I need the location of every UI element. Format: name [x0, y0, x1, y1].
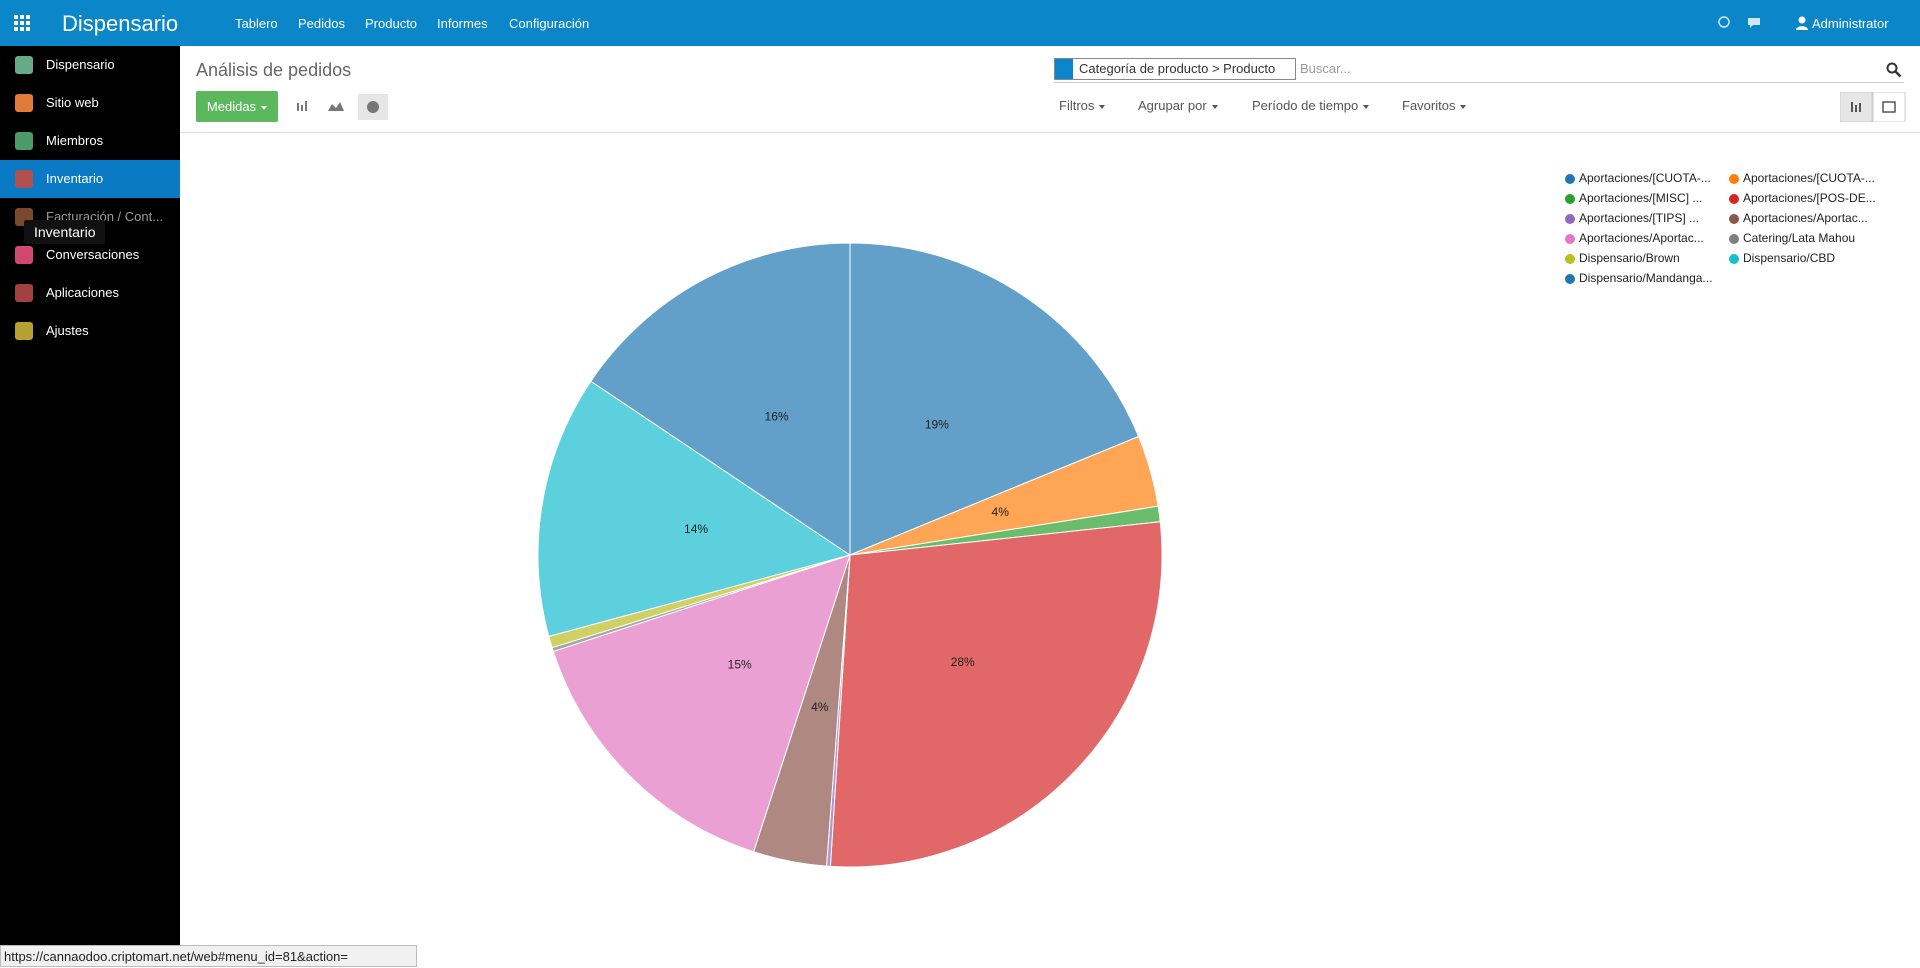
facet-label: Categoría de producto > Producto: [1079, 61, 1276, 76]
legend-label: Aportaciones/[MISC] ...: [1579, 191, 1702, 205]
app-label[interactable]: Dispensario: [46, 57, 115, 72]
pie-slice: [552, 554, 851, 853]
user-icon[interactable]: [1796, 16, 1808, 30]
brand[interactable]: Dispensario: [62, 11, 179, 36]
dropdown-label[interactable]: Favoritos: [1402, 98, 1456, 113]
legend-label: Aportaciones/[POS-DE...: [1743, 191, 1876, 205]
menu-item[interactable]: Pedidos: [298, 16, 345, 31]
dropdown-label[interactable]: Período de tiempo: [1252, 98, 1359, 113]
pie-slice: [829, 521, 1163, 868]
legend-swatch: [1729, 254, 1739, 264]
navbar: Dispensario Tablero Pedidos Producto Inf…: [0, 0, 1920, 46]
chart-type-buttons[interactable]: [288, 94, 388, 120]
legend-label: Aportaciones/[CUOTA-...: [1579, 171, 1711, 185]
search-bar[interactable]: Categoría de producto > Producto Buscar.…: [1054, 58, 1904, 83]
filter-dropdown[interactable]: Favoritos: [1402, 98, 1467, 113]
dropdown-label[interactable]: Filtros: [1059, 98, 1095, 113]
app-item[interactable]: Miembros: [0, 122, 180, 160]
menu-item[interactable]: Informes: [437, 16, 488, 31]
apps-icon[interactable]: [14, 15, 30, 31]
slice-label: 19%: [925, 418, 949, 432]
dropdown-label[interactable]: Agrupar por: [1138, 98, 1207, 113]
pie-slice: [537, 380, 852, 637]
app-item[interactable]: Dispensario: [0, 46, 180, 84]
pie-slice: [849, 242, 1140, 556]
app-item[interactable]: Aplicaciones: [0, 274, 180, 312]
pie-slice: [590, 242, 851, 556]
legend-label: Dispensario/Brown: [1579, 251, 1680, 265]
legend-swatch: [1565, 214, 1575, 224]
app-item[interactable]: Conversaciones: [0, 236, 180, 274]
app-label[interactable]: Sitio web: [46, 95, 99, 110]
slice-label: 15%: [728, 657, 752, 671]
control-panel: Análisis de pedidos Medidas Categoría de…: [180, 46, 1920, 133]
legend-label: Aportaciones/Aportac...: [1579, 231, 1704, 245]
legend-swatch: [1565, 254, 1575, 264]
app-label[interactable]: Miembros: [46, 133, 104, 148]
chart: 19% 4% 28% 4% 15% 14% 16% Aportaciones/[CUOTA-.…: [537, 171, 1876, 868]
menu-item[interactable]: Producto: [365, 16, 418, 31]
breadcrumb: Análisis de pedidos: [196, 60, 352, 80]
nav-icons[interactable]: [1718, 16, 1768, 30]
legend-swatch: [1729, 214, 1739, 224]
filter-dropdown[interactable]: Filtros: [1059, 98, 1106, 113]
sidebar: Dispensario Sitio web Miembros Inventari…: [0, 46, 180, 967]
legend-swatch: [1729, 174, 1739, 184]
slice-label: 16%: [765, 410, 789, 424]
button-label[interactable]: Medidas: [206, 99, 257, 114]
app-label[interactable]: Aplicaciones: [46, 285, 119, 300]
legend-swatch: [1729, 194, 1739, 204]
app-item[interactable]: Ajustes: [0, 312, 180, 350]
status-url: https://cannaodoo.criptomart.net/web#men…: [0, 945, 417, 967]
legend-swatch: [1565, 234, 1575, 244]
legend-label: Dispensario/Mandanga...: [1579, 271, 1712, 285]
app-item[interactable]: Inventario: [0, 160, 180, 198]
slice-label: 4%: [992, 505, 1010, 519]
app-label[interactable]: Conversaciones: [46, 247, 140, 262]
slice-label: 4%: [811, 700, 829, 714]
filter-dropdown[interactable]: Agrupar por: [1138, 98, 1218, 113]
menu-item[interactable]: Configuración: [509, 16, 590, 31]
tooltip: Inventario: [24, 220, 106, 244]
search-icon[interactable]: [1886, 62, 1902, 78]
view-switcher[interactable]: [1840, 92, 1906, 122]
legend-label: Aportaciones/Aportac...: [1743, 211, 1868, 225]
legend-swatch: [1565, 194, 1575, 204]
slice-label: 14%: [684, 522, 708, 536]
legend-swatch: [1729, 234, 1739, 244]
legend-label: Catering/Lata Mahou: [1743, 231, 1855, 245]
legend-swatch: [1565, 274, 1575, 284]
legend-label: Aportaciones/[TIPS] ...: [1579, 211, 1699, 225]
app-label[interactable]: Inventario: [46, 171, 104, 186]
user-menu[interactable]: Administrator: [1812, 16, 1889, 31]
legend-label: Aportaciones/[CUOTA-...: [1743, 171, 1875, 185]
search-input[interactable]: Buscar...: [1300, 61, 1351, 76]
search-facet[interactable]: Categoría de producto > Producto: [1054, 58, 1297, 80]
app-label[interactable]: Ajustes: [46, 323, 89, 338]
slice-label: 28%: [951, 655, 975, 669]
measures-button[interactable]: Medidas: [196, 91, 278, 122]
legend-label: Dispensario/CBD: [1743, 251, 1835, 265]
app-item[interactable]: Sitio web: [0, 84, 180, 122]
filter-dropdown[interactable]: Período de tiempo: [1252, 98, 1370, 113]
menu-item[interactable]: Tablero: [235, 16, 278, 31]
legend-swatch: [1565, 174, 1575, 184]
